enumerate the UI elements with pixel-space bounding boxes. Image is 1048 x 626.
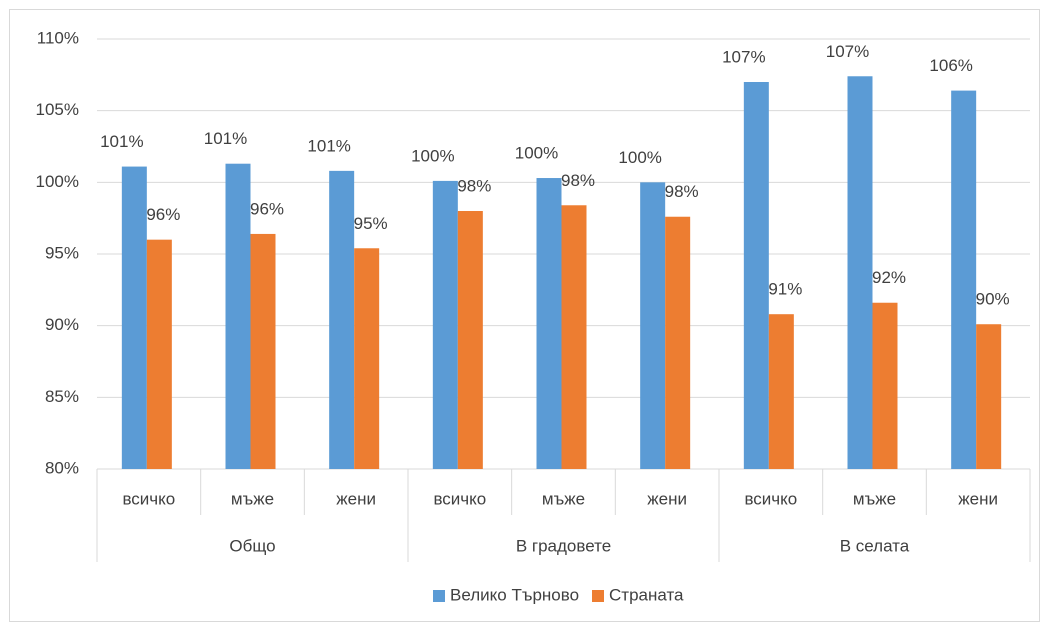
bar — [457, 211, 483, 469]
legend-label: Велико Търново — [450, 585, 579, 604]
data-label: 100% — [618, 148, 661, 167]
data-label: 96% — [146, 205, 180, 224]
data-label: 101% — [307, 136, 350, 155]
y-tick-label: 85% — [45, 387, 79, 406]
data-label: 98% — [561, 171, 595, 190]
legend-swatch — [592, 590, 604, 602]
bar — [872, 302, 898, 469]
data-label: 98% — [665, 182, 699, 201]
data-label: 95% — [354, 214, 388, 233]
x-tick-label: жени — [647, 489, 687, 508]
y-tick-label: 95% — [45, 243, 79, 262]
group-label: В градовете — [516, 536, 611, 555]
y-tick-label: 100% — [36, 172, 79, 191]
y-tick-label: 110% — [37, 28, 79, 47]
data-label: 107% — [826, 42, 869, 61]
data-label: 91% — [768, 280, 802, 299]
bar — [976, 324, 1002, 469]
bar — [743, 82, 769, 469]
data-label: 107% — [722, 47, 765, 66]
bar — [250, 233, 276, 469]
bar — [768, 314, 794, 469]
bar — [225, 163, 251, 469]
y-tick-label: 105% — [36, 100, 79, 119]
data-label: 98% — [457, 176, 491, 195]
x-tick-label: мъже — [853, 489, 896, 508]
bar — [536, 178, 562, 470]
x-tick-label: мъже — [542, 489, 585, 508]
data-label: 90% — [976, 290, 1010, 309]
x-tick-label: всичко — [744, 489, 797, 508]
bar — [561, 205, 587, 469]
data-label: 101% — [204, 129, 247, 148]
data-label: 101% — [100, 132, 143, 151]
bar — [121, 166, 147, 470]
bar — [329, 170, 355, 469]
bar — [640, 182, 666, 470]
data-label: 100% — [411, 146, 454, 165]
data-label: 92% — [872, 268, 906, 287]
y-tick-label: 90% — [45, 315, 79, 334]
legend-label: Страната — [609, 585, 684, 604]
y-tick-label: 80% — [45, 458, 79, 477]
bar — [847, 76, 873, 470]
bar — [432, 180, 458, 469]
data-label: 106% — [929, 56, 972, 75]
group-label: В селата — [840, 536, 910, 555]
x-tick-label: мъже — [231, 489, 274, 508]
x-tick-label: жени — [336, 489, 376, 508]
x-tick-label: всичко — [433, 489, 486, 508]
data-label: 96% — [250, 199, 284, 218]
data-label: 100% — [515, 144, 558, 163]
bar — [354, 248, 380, 469]
bar — [951, 90, 977, 469]
x-tick-label: всичко — [122, 489, 175, 508]
bar — [146, 239, 172, 469]
bar — [665, 216, 691, 469]
group-label: Общо — [229, 536, 275, 555]
legend-swatch — [433, 590, 445, 602]
x-tick-label: жени — [958, 489, 998, 508]
